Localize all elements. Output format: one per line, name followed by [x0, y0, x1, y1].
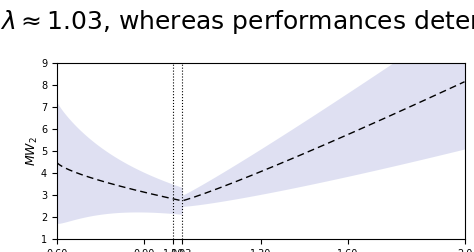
- Text: $\lambda \approx 1.03$, whereas performances deter: $\lambda \approx 1.03$, whereas performa…: [0, 8, 474, 36]
- Y-axis label: $MW_2$: $MW_2$: [25, 136, 39, 166]
